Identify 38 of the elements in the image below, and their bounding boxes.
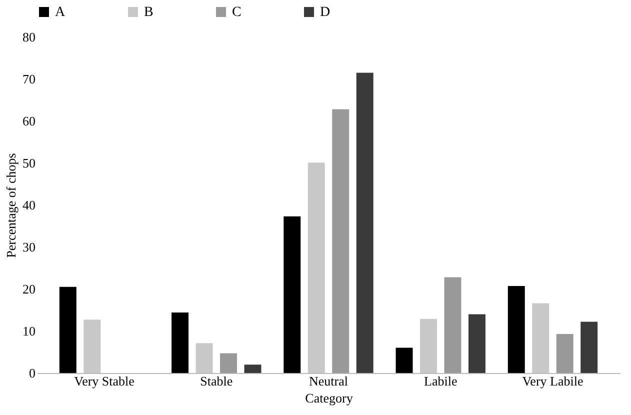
- bar: [556, 334, 574, 373]
- bar: [468, 314, 486, 373]
- x-tick-label: Neutral: [309, 374, 348, 388]
- y-tick-label: 0: [29, 366, 36, 380]
- bar: [332, 109, 350, 373]
- y-axis-title: Percentage of chops: [4, 153, 18, 258]
- x-tick-label: Stable: [200, 374, 233, 388]
- bar: [508, 286, 525, 373]
- bar: [420, 318, 437, 373]
- legend-label: D: [320, 5, 330, 20]
- bar: [244, 364, 262, 373]
- bar: [172, 312, 189, 373]
- x-tick-label: Very Stable: [74, 374, 135, 388]
- y-tick-label: 40: [22, 198, 36, 212]
- bar: [532, 303, 550, 373]
- y-tick-label: 20: [22, 282, 36, 296]
- bar: [444, 277, 462, 373]
- bar: [220, 353, 237, 373]
- y-tick-label: 80: [22, 30, 36, 44]
- legend-label: C: [232, 5, 242, 20]
- bar: [59, 286, 76, 373]
- x-tick-label: Very Labile: [522, 374, 584, 388]
- bar: [580, 322, 598, 373]
- y-tick-label: 70: [22, 72, 36, 86]
- bar: [84, 320, 101, 373]
- legend-label: A: [55, 5, 66, 20]
- x-tick-label: Labile: [424, 374, 458, 388]
- bar: [308, 162, 325, 373]
- y-tick-label: 10: [22, 324, 36, 338]
- bar: [196, 343, 213, 373]
- bar: [356, 72, 374, 373]
- legend-label: B: [144, 5, 154, 20]
- bar: [284, 216, 301, 373]
- y-tick-label: 60: [22, 114, 36, 128]
- y-tick-label: 50: [22, 156, 36, 170]
- y-tick-label: 30: [22, 240, 36, 254]
- x-axis-title: Category: [305, 390, 354, 406]
- bar: [396, 348, 413, 373]
